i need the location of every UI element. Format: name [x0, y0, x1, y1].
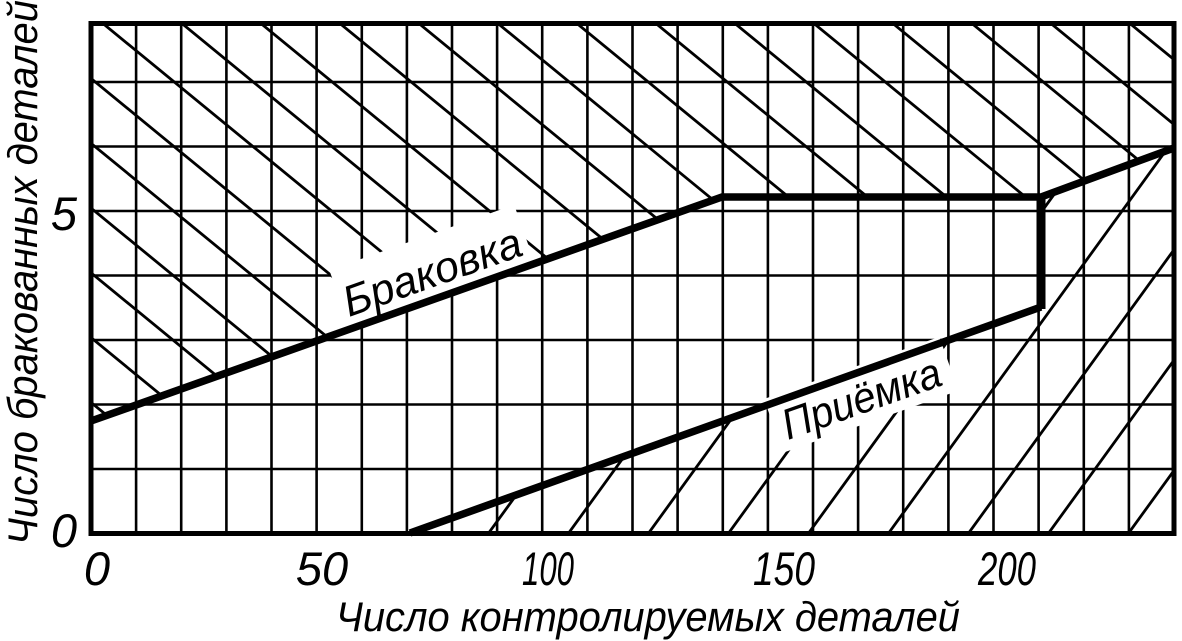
svg-text:50: 50 — [296, 542, 348, 595]
svg-text:0: 0 — [51, 504, 77, 557]
svg-text:Число контролируемых деталей: Число контролируемых деталей — [336, 593, 960, 640]
svg-text:150: 150 — [753, 542, 815, 595]
svg-text:5: 5 — [51, 187, 78, 240]
svg-text:100: 100 — [522, 542, 574, 595]
svg-text:0: 0 — [84, 542, 110, 595]
svg-text:Число бракованных деталей: Число бракованных деталей — [0, 0, 46, 545]
svg-text:200: 200 — [977, 542, 1036, 595]
